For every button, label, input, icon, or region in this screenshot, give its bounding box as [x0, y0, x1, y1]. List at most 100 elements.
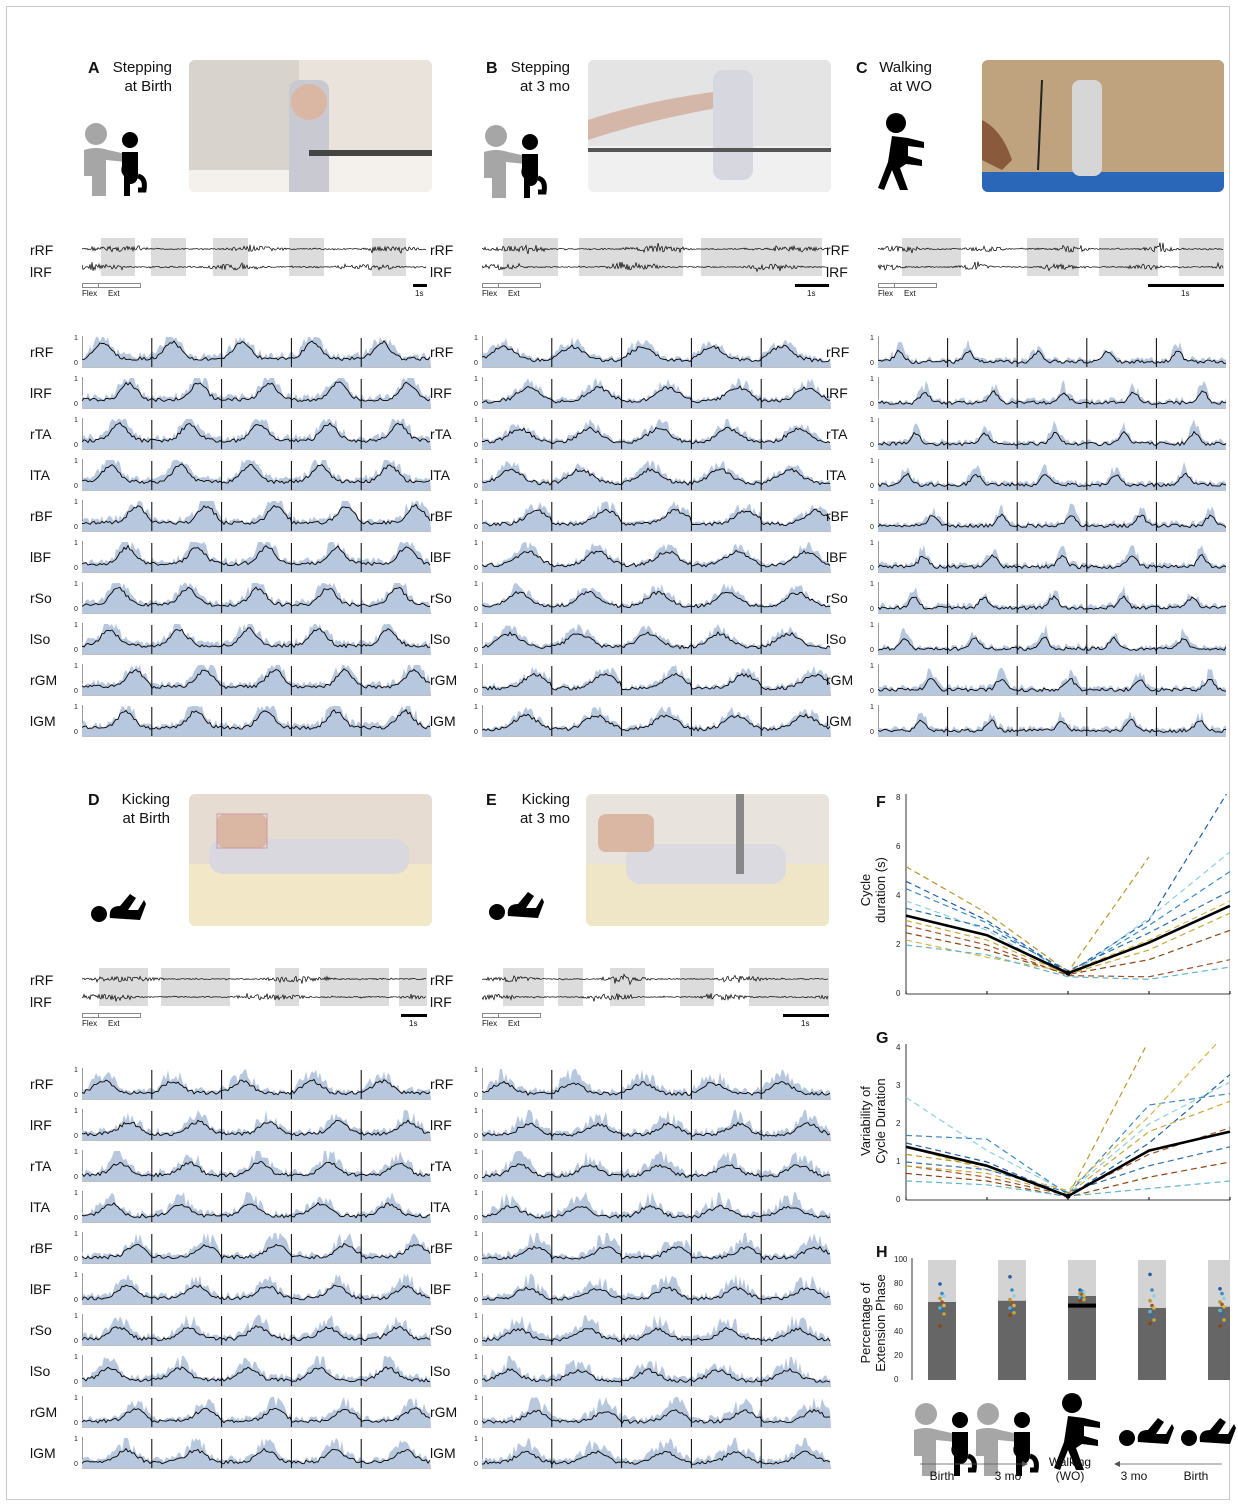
muscle-label: lSo	[30, 631, 51, 647]
y-tick-1: 1	[74, 1149, 78, 1156]
y-tick-0: 0	[474, 1133, 478, 1140]
envelope-spread	[482, 1069, 831, 1099]
y-tick-0: 0	[870, 565, 874, 572]
emg-envelope-row	[482, 1314, 831, 1346]
envelope-mean	[878, 595, 1226, 611]
subject-point	[942, 1294, 946, 1298]
envelope-mean	[82, 1242, 431, 1260]
emg-envelope-row	[82, 1273, 431, 1305]
extension-phase-box	[100, 238, 136, 276]
y-tick-1: 1	[474, 1108, 478, 1115]
envelope-mean	[482, 590, 831, 609]
subject-point	[1008, 1306, 1012, 1310]
kicking-icon	[1181, 1418, 1236, 1446]
walking-mean-marker	[1068, 1303, 1096, 1308]
arrow-birth-to-3mo-kicking	[1114, 1461, 1222, 1467]
y-tick-label: 0	[894, 1375, 899, 1384]
subject-point	[1218, 1308, 1222, 1313]
emg-envelope-row	[878, 459, 1226, 491]
ext-label: Ext	[108, 1019, 120, 1028]
subject-series	[905, 794, 1228, 974]
subject-point	[938, 1282, 942, 1286]
muscle-label: lSo	[430, 631, 451, 647]
y-tick-1: 1	[870, 540, 874, 547]
envelope-spread	[482, 337, 831, 367]
raw-trace	[82, 244, 427, 254]
raw-emg-traces	[82, 975, 427, 1002]
bar	[1138, 1308, 1166, 1380]
muscle-label: rBF	[430, 508, 453, 524]
extension-phase-box	[502, 968, 545, 1006]
subject-point	[940, 1291, 944, 1296]
emg-envelope-row	[482, 1396, 831, 1428]
envelope-mean	[482, 1450, 831, 1466]
envelope-mean	[482, 1286, 831, 1302]
emg-envelope-row	[482, 664, 831, 696]
raw-trace	[878, 261, 1224, 272]
subject-point	[938, 1306, 942, 1310]
y-tick-0: 0	[474, 1256, 478, 1263]
extension-phase-box	[151, 238, 186, 276]
envelope-spread	[82, 501, 431, 531]
muscle-label: lBF	[430, 549, 451, 565]
raw-trace	[82, 993, 427, 1002]
y-tick-1: 1	[74, 704, 78, 711]
muscle-label: lGM	[430, 713, 456, 729]
envelope-mean	[82, 586, 431, 607]
raw-emg-traces	[878, 242, 1224, 272]
envelope-mean	[482, 713, 831, 732]
emg-envelope-row	[82, 541, 431, 573]
emg-envelope-row	[82, 1396, 431, 1428]
muscle-label: rTA	[826, 426, 848, 442]
emg-envelope-row	[878, 705, 1226, 737]
emg-envelope-row	[82, 336, 431, 368]
subject-point	[1222, 1318, 1226, 1322]
panel-letter-G: G	[876, 1030, 889, 1047]
y-tick-1: 1	[870, 417, 874, 424]
envelope-spread	[482, 501, 831, 531]
emg-envelope-row	[878, 582, 1226, 614]
y-tick-0: 0	[74, 729, 78, 736]
muscle-label: lGM	[30, 1445, 56, 1461]
y-tick-0: 0	[74, 647, 78, 654]
envelope-spread	[482, 665, 831, 695]
raw-channel-label: lRF	[826, 264, 848, 280]
y-tick-1: 1	[474, 458, 478, 465]
envelope-mean	[82, 668, 431, 690]
time-scale-label: 1s	[807, 289, 816, 298]
envelope-mean	[82, 1078, 431, 1096]
y-tick-1: 1	[74, 1067, 78, 1074]
envelope-mean	[878, 636, 1226, 652]
y-tick-0: 0	[74, 1297, 78, 1304]
y-tick-0: 0	[870, 688, 874, 695]
y-tick-1: 1	[74, 1395, 78, 1402]
subject-point	[1010, 1308, 1014, 1313]
bar	[1208, 1306, 1230, 1380]
envelope-spread	[82, 1315, 431, 1345]
y-tick-0: 0	[870, 401, 874, 408]
emg-envelope-row	[878, 623, 1226, 655]
extension-phase-box	[399, 968, 427, 1006]
raw-channel-label: rRF	[826, 242, 850, 258]
y-tick-1: 1	[74, 417, 78, 424]
y-tick-0: 0	[474, 1379, 478, 1386]
muscle-label: lTA	[430, 467, 450, 483]
envelope-spread	[878, 710, 1226, 736]
y-tick-0: 0	[74, 442, 78, 449]
muscle-label: rGM	[30, 1404, 58, 1420]
line-chart-F	[905, 794, 1231, 995]
y-tick-1: 1	[474, 540, 478, 547]
muscle-label: rGM	[826, 672, 854, 688]
y-tick-1: 1	[74, 335, 78, 342]
kicking-icon	[489, 892, 544, 920]
y-tick-label: 60	[894, 1303, 903, 1312]
y-tick-1: 1	[474, 622, 478, 629]
envelope-spread	[82, 1397, 431, 1427]
y-tick-1: 1	[474, 581, 478, 588]
envelope-spread	[482, 1356, 831, 1386]
subject-point	[1012, 1294, 1016, 1298]
subject-point	[1222, 1305, 1226, 1309]
y-tick-label: 2	[896, 940, 901, 949]
muscle-label: lRF	[30, 1117, 52, 1133]
envelope-mean	[482, 1408, 831, 1425]
